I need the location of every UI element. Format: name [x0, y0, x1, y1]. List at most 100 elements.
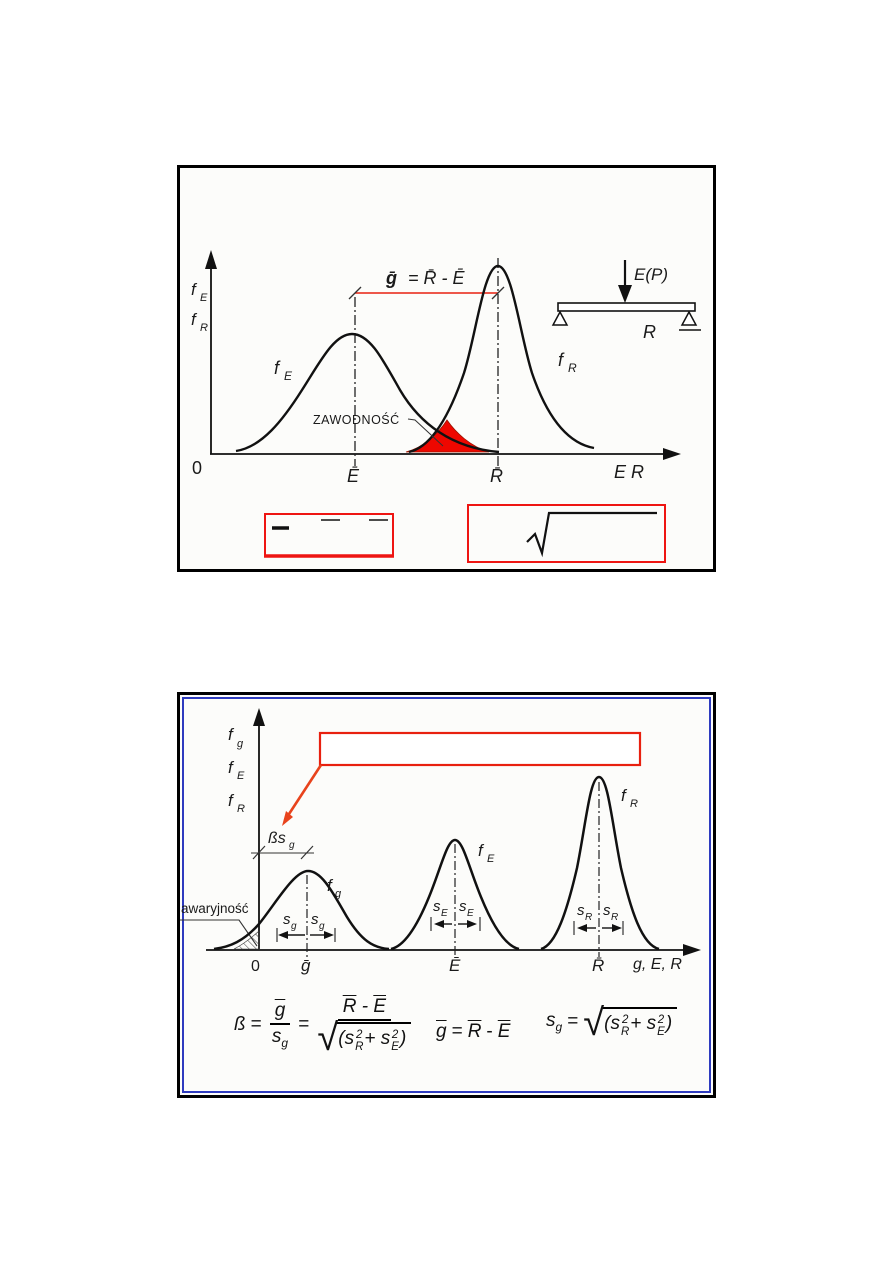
radical-sign: √ [317, 1017, 339, 1059]
y-label-fR-base: f [191, 310, 198, 329]
callout-arrow-shaft [287, 764, 323, 815]
sE-right-base: s [459, 898, 467, 915]
sE-arrow-left-icon [434, 920, 444, 928]
E-bar: E [373, 996, 386, 1017]
close-paren: ) [665, 1013, 673, 1035]
sg-arrow-right-icon [324, 931, 334, 939]
s-sub: g [281, 1035, 289, 1050]
y-label-fE-sub: E [237, 770, 245, 782]
sE-arrow-right-icon [467, 920, 477, 928]
tick-right [491, 286, 505, 300]
y-label-fg-base: f [228, 725, 235, 744]
margin-formula-rest: = R̄ - Ē [408, 268, 466, 288]
mean-E-label: Ē [449, 956, 461, 975]
sE-left-base: s [433, 898, 441, 915]
curve-fE-label-base: f [478, 841, 485, 860]
y-label-fE-base: f [191, 280, 198, 299]
close-paren: ) [399, 1028, 407, 1050]
support-roller-icon [680, 310, 698, 326]
curve-fg [213, 869, 390, 951]
figure1-canvas: ḡ = R̄ - Ē f E f R 0 f E f R ZAWODNOŚĆ Ē… [191, 250, 701, 563]
beam-diagram: E(P) R [551, 260, 701, 342]
radical-sign: √ [583, 1002, 605, 1044]
g-bar: g [274, 1000, 286, 1022]
figure2-canvas: f g f E f R ßs g awaryjność f g [180, 708, 701, 975]
s-base: s [271, 1026, 282, 1048]
curve-fR-label-base: f [558, 350, 565, 370]
gbar-formula: g = R - E [436, 1021, 510, 1043]
masked-formula-box-right [467, 504, 666, 563]
mean-g-label: ḡ [301, 956, 311, 975]
curve-fE [390, 838, 520, 951]
figure-top-reliability-curves: ḡ = R̄ - Ē f E f R 0 f E f R ZAWODNOŚĆ Ē… [177, 165, 716, 572]
curve-fR-label-sub: R [630, 798, 638, 810]
minus: - [361, 996, 369, 1017]
red-box-right [467, 504, 666, 563]
R-bar: R [467, 1021, 482, 1042]
callout-arrow-icon [282, 811, 293, 826]
origin-label: 0 [251, 958, 260, 975]
sR-left-sub: R [585, 912, 592, 923]
equals: = [567, 1010, 579, 1032]
tick-left [252, 845, 266, 860]
y-label-fR-sub: R [237, 803, 245, 815]
masked-formula-box-left [264, 513, 394, 558]
y-label-fE-sub: E [200, 292, 208, 304]
sE-right-sub: E [467, 908, 474, 919]
x-axis-arrow-icon [683, 944, 701, 956]
R-bar: R [342, 996, 357, 1017]
x-axis-arrow-icon [663, 448, 681, 460]
y-label-fR-base: f [228, 791, 235, 810]
equals: = [250, 1014, 262, 1035]
sg-right-sub: g [319, 921, 325, 932]
curve-fR-label-base: f [621, 786, 628, 805]
sR-right-sub: R [611, 912, 618, 923]
g-over-sg-fraction: g sg [269, 1000, 291, 1050]
origin-label: 0 [192, 458, 202, 478]
curve-fR-label-sub: R [568, 361, 577, 375]
load-label: E(P) [634, 265, 668, 284]
failure-callout-label: ZAWODNOŚĆ [313, 412, 400, 427]
curve-fE-label-sub: E [487, 853, 495, 865]
sR-arrow-right-icon [612, 924, 622, 932]
mean-E-label: Ē [347, 466, 360, 486]
curve-fR [408, 264, 595, 454]
curve-fR [540, 775, 660, 951]
curve-fE [235, 332, 500, 454]
y-axis-arrow-icon [253, 708, 265, 726]
sR-right-base: s [603, 902, 611, 919]
plus: + s [364, 1028, 391, 1050]
margin-formula-g: ḡ [385, 268, 397, 288]
support-pin-icon [551, 310, 569, 326]
y-axis-arrow-icon [205, 250, 217, 269]
awaryjnosc-leader [180, 919, 258, 947]
tick-left [348, 286, 362, 300]
mean-R-label: R̄ [490, 466, 503, 486]
mean-R-label: R̄ [592, 956, 604, 975]
curve-fg-label-base: f [327, 876, 334, 895]
equals: = [451, 1021, 463, 1042]
empty-callout-box [318, 731, 642, 767]
radical-glyph [526, 511, 657, 558]
E-bar: E [497, 1021, 511, 1042]
g-bar: g [436, 1021, 447, 1042]
sR-arrow-left-icon [577, 924, 587, 932]
y-label-fE-base: f [228, 758, 235, 777]
failure-callout-leader [407, 418, 444, 447]
y-label-fg-sub: g [237, 738, 244, 750]
failure-tail-hatch [233, 930, 260, 950]
equals: = [298, 1014, 310, 1035]
beam-bar [557, 302, 696, 312]
awaryjnosc-label: awaryjność [181, 901, 249, 916]
sg-left-base: s [283, 911, 291, 928]
sg-lhs: sg [546, 1009, 563, 1034]
sR-left-base: s [577, 902, 585, 919]
sg-left-sub: g [291, 921, 297, 932]
x-axis-label: E R [614, 462, 644, 482]
